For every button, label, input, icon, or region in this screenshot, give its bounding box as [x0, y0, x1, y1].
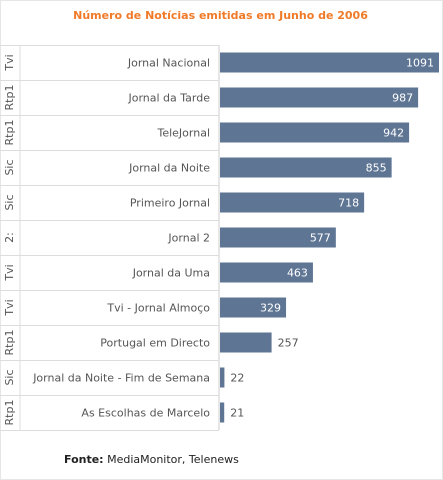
bar	[220, 367, 225, 388]
bar	[220, 192, 365, 213]
bar	[220, 262, 313, 283]
channel-label: Sic	[3, 194, 16, 210]
category-label: As Escolhas de Marcelo	[81, 407, 210, 420]
category-label: Tvi - Jornal Almoço	[106, 302, 210, 315]
data-label: 855	[366, 162, 387, 175]
channel-label: Rtp1	[3, 85, 16, 111]
data-label: 577	[310, 232, 331, 245]
channel-label: Rtp1	[3, 400, 16, 426]
bar	[220, 402, 225, 423]
channel-label: Tvi	[3, 54, 16, 71]
source-label: Fonte:	[64, 453, 104, 466]
data-label: 987	[392, 92, 413, 105]
category-label: Jornal Nacional	[127, 57, 210, 70]
bar	[220, 122, 410, 143]
channel-label: Tvi	[3, 299, 16, 316]
chart-title: Número de Notícias emitidas em Junho de …	[73, 9, 368, 22]
bar	[220, 297, 287, 318]
channel-label: Sic	[3, 159, 16, 175]
data-label: 21	[230, 407, 244, 420]
source-note: Fonte: MediaMonitor, Telenews	[64, 453, 239, 466]
data-label: 718	[338, 197, 359, 210]
data-label: 942	[383, 127, 404, 140]
channel-label: Rtp1	[3, 120, 16, 146]
bar	[220, 52, 439, 73]
data-label: 329	[260, 302, 281, 315]
data-label: 1091	[406, 57, 434, 70]
bars-layer	[220, 52, 439, 423]
labels-layer: Jornal Nacional Tvi 1091 Jornal da Tarde Rtp…	[3, 54, 434, 425]
category-label: Jornal da Uma	[132, 267, 210, 280]
bar	[220, 87, 419, 108]
category-label: Primeiro Jornal	[130, 197, 210, 210]
data-label: 22	[230, 372, 244, 385]
category-label: Portugal em Directo	[100, 337, 210, 350]
bar	[220, 157, 392, 178]
channel-label: 2:	[3, 232, 16, 243]
channel-label: Sic	[3, 369, 16, 385]
channel-label: Rtp1	[3, 330, 16, 356]
bar	[220, 332, 272, 353]
data-label: 257	[278, 337, 299, 350]
bar	[220, 227, 336, 248]
channel-label: Tvi	[3, 264, 16, 281]
category-label: Jornal 2	[167, 232, 210, 245]
category-label: Jornal da Tarde	[127, 92, 210, 105]
data-label: 463	[287, 267, 308, 280]
source-text: MediaMonitor, Telenews	[103, 453, 239, 466]
category-label: Jornal da Noite - Fim de Semana	[32, 372, 210, 385]
category-label: Jornal da Noite	[128, 162, 210, 175]
category-label: TeleJornal	[156, 127, 210, 140]
row-grid	[0, 45, 220, 431]
